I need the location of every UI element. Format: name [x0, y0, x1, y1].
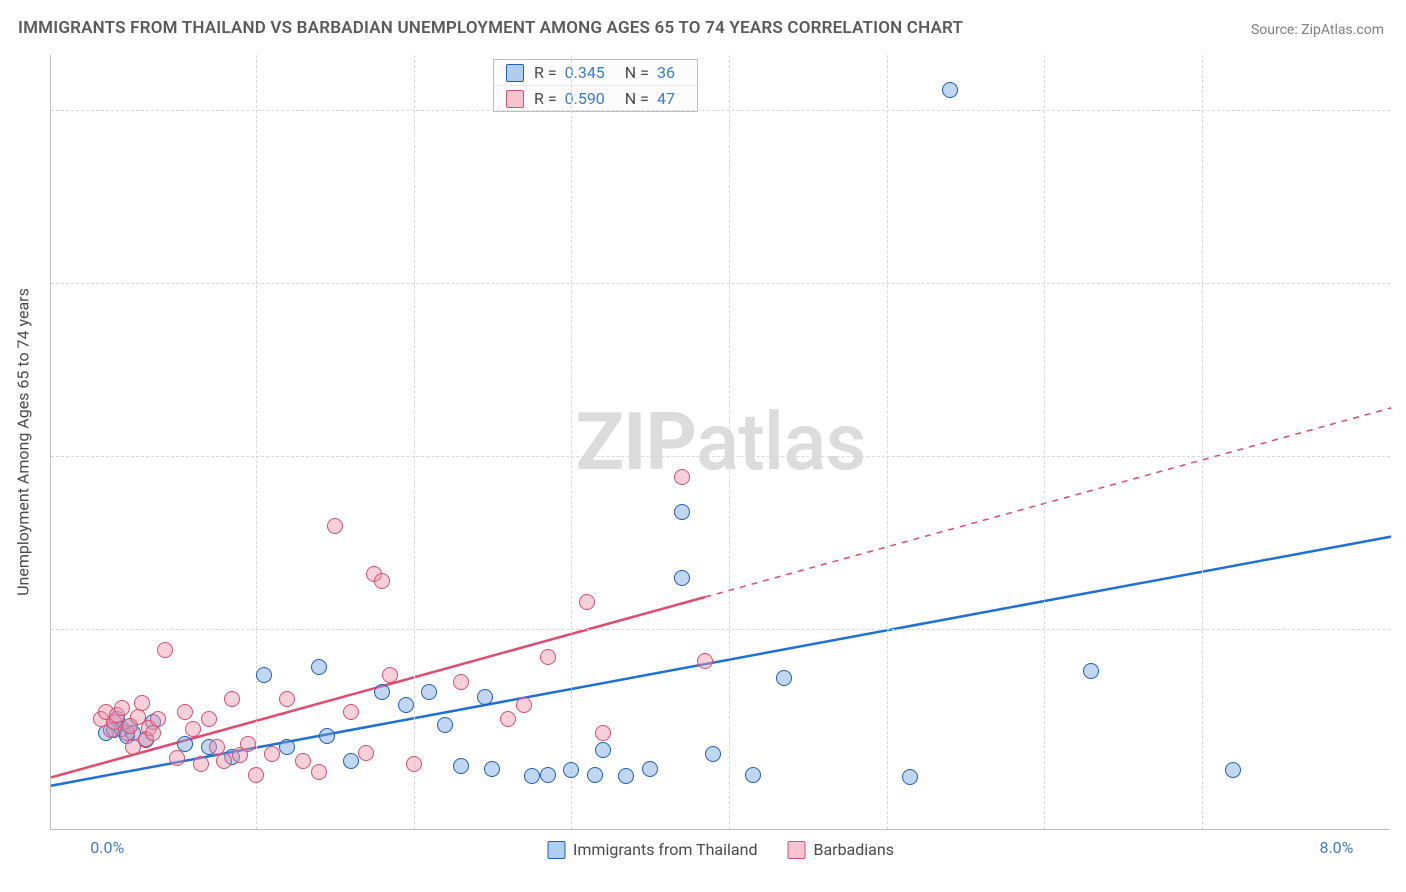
- scatter-point: [185, 721, 201, 737]
- scatter-point: [453, 758, 469, 774]
- gridline-h: [51, 110, 1390, 111]
- scatter-point: [319, 728, 335, 744]
- scatter-point: [674, 469, 690, 485]
- y-tick-label: 12.5%: [1400, 620, 1406, 639]
- scatter-point: [327, 518, 343, 534]
- scatter-point: [406, 756, 422, 772]
- scatter-point: [150, 711, 166, 727]
- scatter-point: [279, 691, 295, 707]
- scatter-point: [776, 670, 792, 686]
- scatter-point: [595, 742, 611, 758]
- scatter-point: [398, 697, 414, 713]
- scatter-point: [579, 594, 595, 610]
- swatch-blue-icon: [547, 841, 565, 859]
- scatter-point: [563, 762, 579, 778]
- scatter-point: [177, 704, 193, 720]
- scatter-point: [311, 764, 327, 780]
- scatter-point: [145, 725, 161, 741]
- scatter-point: [902, 769, 918, 785]
- source-label: Source: ZipAtlas.com: [1251, 22, 1384, 38]
- scatter-point: [453, 674, 469, 690]
- scatter-point: [437, 717, 453, 733]
- scatter-point: [169, 750, 185, 766]
- scatter-point: [421, 684, 437, 700]
- gridline-v: [1202, 55, 1203, 829]
- legend-item-barbadians: Barbadians: [787, 840, 894, 859]
- y-tick-label: 37.5%: [1400, 274, 1406, 293]
- scatter-point: [500, 711, 516, 727]
- scatter-point: [374, 573, 390, 589]
- gridline-v: [887, 55, 888, 829]
- scatter-point: [587, 767, 603, 783]
- chart-title: IMMIGRANTS FROM THAILAND VS BARBADIAN UN…: [18, 18, 963, 38]
- gridline-h: [51, 456, 1390, 457]
- scatter-point: [642, 761, 658, 777]
- scatter-point: [942, 82, 958, 98]
- scatter-point: [540, 649, 556, 665]
- scatter-point: [674, 570, 690, 586]
- scatter-point: [382, 667, 398, 683]
- scatter-point: [524, 768, 540, 784]
- scatter-point: [193, 756, 209, 772]
- scatter-point: [343, 753, 359, 769]
- y-tick-label: 25.0%: [1400, 447, 1406, 466]
- scatter-point: [618, 768, 634, 784]
- gridline-v: [729, 55, 730, 829]
- gridline-v: [1044, 55, 1045, 829]
- x-tick-label: 8.0%: [1319, 838, 1353, 857]
- scatter-point: [477, 689, 493, 705]
- scatter-point: [1225, 762, 1241, 778]
- scatter-point: [201, 711, 217, 727]
- gridline-v: [571, 55, 572, 829]
- scatter-point: [745, 767, 761, 783]
- scatter-point: [358, 745, 374, 761]
- y-axis-title: Unemployment Among Ages 65 to 74 years: [14, 288, 33, 596]
- scatter-point: [1083, 663, 1099, 679]
- scatter-point: [216, 753, 232, 769]
- scatter-point: [674, 504, 690, 520]
- y-tick-label: 50.0%: [1400, 101, 1406, 120]
- plot-area: Unemployment Among Ages 65 to 74 years Z…: [50, 55, 1390, 830]
- scatter-point: [374, 684, 390, 700]
- scatter-point: [224, 691, 240, 707]
- scatter-point: [240, 736, 256, 752]
- scatter-point: [311, 659, 327, 675]
- gridline-v: [414, 55, 415, 829]
- scatter-point: [295, 753, 311, 769]
- scatter-point: [343, 704, 359, 720]
- legend-label-barbadians: Barbadians: [813, 840, 894, 859]
- scatter-point: [516, 697, 532, 713]
- scatter-point: [484, 761, 500, 777]
- gridline-h: [51, 629, 1390, 630]
- scatter-point: [264, 746, 280, 762]
- scatter-point: [114, 700, 130, 716]
- scatter-point: [256, 667, 272, 683]
- x-tick-label: 0.0%: [90, 838, 124, 857]
- trendlines-svg: [51, 55, 1391, 830]
- series-legend: Immigrants from Thailand Barbadians: [537, 840, 904, 859]
- scatter-point: [595, 725, 611, 741]
- legend-label-thailand: Immigrants from Thailand: [573, 840, 757, 859]
- scatter-point: [279, 739, 295, 755]
- gridline-v: [256, 55, 257, 829]
- trendline-dashed: [705, 408, 1391, 597]
- scatter-point: [697, 653, 713, 669]
- scatter-point: [134, 695, 150, 711]
- swatch-pink-icon: [787, 841, 805, 859]
- legend-item-thailand: Immigrants from Thailand: [547, 840, 757, 859]
- scatter-point: [248, 767, 264, 783]
- gridline-h: [51, 283, 1390, 284]
- scatter-point: [540, 767, 556, 783]
- scatter-point: [157, 642, 173, 658]
- scatter-point: [705, 746, 721, 762]
